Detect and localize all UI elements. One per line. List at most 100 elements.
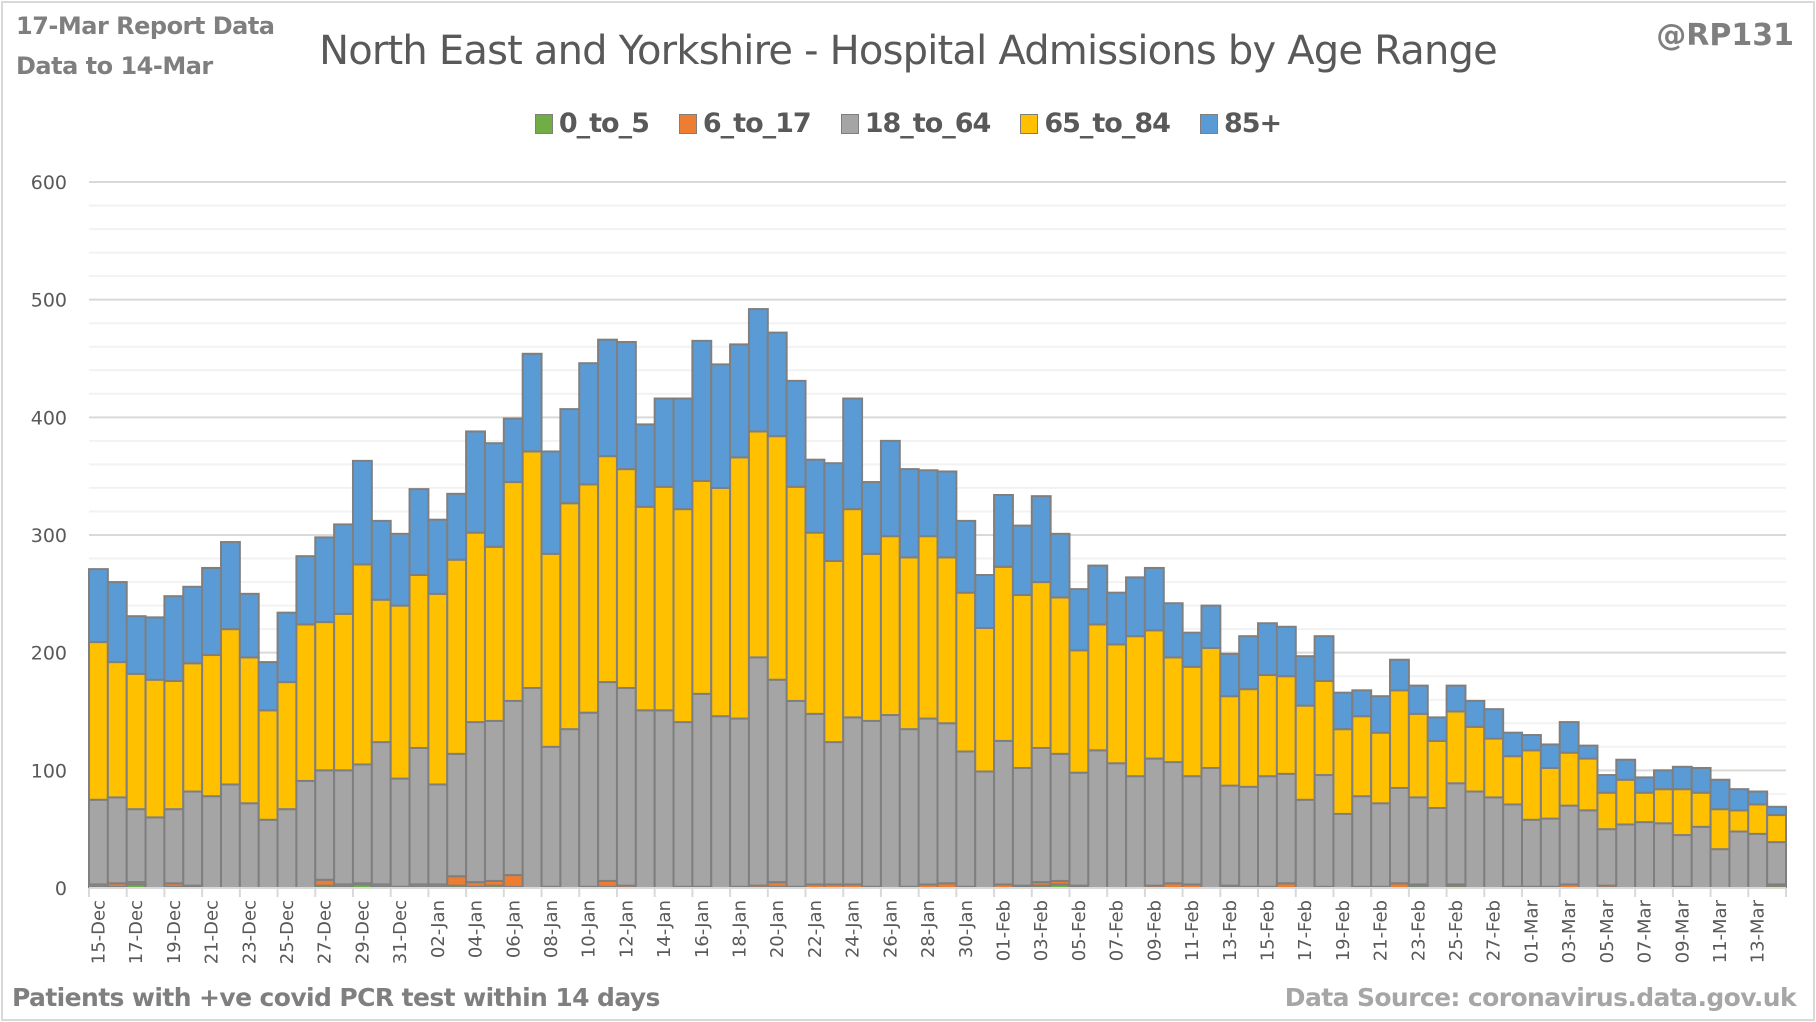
- bar-segment-85-: [446, 492, 468, 561]
- bar-segment-85-: [1483, 708, 1505, 740]
- bar-segment-85-: [1030, 495, 1052, 584]
- bar-segment-65-to-84: [804, 531, 826, 715]
- x-tick-label: 14-Jan: [654, 900, 675, 958]
- y-tick-label: 500: [31, 290, 67, 312]
- bar-segment-18-to-64: [1106, 762, 1128, 890]
- y-tick-label: 200: [31, 643, 67, 665]
- bar-segment-85-: [502, 417, 524, 484]
- bar-segment-18-to-64: [597, 681, 618, 882]
- bar-segment-65-to-84: [408, 574, 430, 749]
- bar-segment-85-: [427, 518, 449, 595]
- bar-segment-65-to-84: [144, 678, 166, 819]
- bar-segment-18-to-64: [1521, 818, 1542, 888]
- bar-segment-18-to-64: [710, 715, 732, 890]
- bar-segment-65-to-84: [1690, 791, 1712, 828]
- x-tick-label: 25-Dec: [277, 900, 298, 964]
- x-tick-label: 17-Feb: [1295, 900, 1316, 961]
- bar-segment-18-to-64: [295, 779, 317, 889]
- y-tick-label: 400: [31, 407, 67, 429]
- bar-segment-18-to-64: [917, 717, 939, 886]
- bar-segment-18-to-64: [879, 714, 901, 890]
- bar-segment-65-to-84: [1030, 581, 1052, 749]
- bar-segment-18-to-64: [1671, 834, 1693, 888]
- bar-segment-6-to-17: [446, 875, 468, 887]
- bar-segment-85-: [1577, 744, 1599, 760]
- bar-segment-65-to-84: [1351, 715, 1373, 798]
- bar-segment-18-to-64: [861, 719, 882, 888]
- bar-segment-65-to-84: [88, 641, 109, 801]
- x-tick-label: 03-Feb: [1031, 900, 1052, 961]
- x-tick-label: 23-Feb: [1408, 900, 1429, 961]
- bar-segment-85-: [1596, 774, 1618, 794]
- x-tick-label: 11-Feb: [1182, 900, 1203, 961]
- bar-segment-18-to-64: [691, 692, 713, 888]
- bar-segment-65-to-84: [1671, 788, 1693, 837]
- report-date-label: 17-Mar Report Data: [16, 12, 275, 40]
- bar-segment-65-to-84: [710, 486, 732, 718]
- data-to-label: Data to 14-Mar: [16, 52, 213, 80]
- bar-segment-65-to-84: [691, 479, 713, 695]
- legend-label: 0_to_5: [558, 108, 650, 139]
- bar-segment-18-to-64: [1709, 848, 1731, 889]
- bar-segment-85-: [917, 469, 939, 538]
- bar-segment-18-to-64: [1257, 775, 1278, 888]
- x-tick-label: 23-Dec: [239, 900, 260, 964]
- bar-segment-18-to-64: [1577, 809, 1599, 890]
- bar-segment-65-to-84: [465, 531, 486, 724]
- bar-segment-65-to-84: [597, 455, 618, 684]
- bar-segment-85-: [578, 362, 600, 486]
- bar-segment-18-to-64: [219, 783, 241, 890]
- bar-segment-18-to-64: [1200, 766, 1222, 889]
- bar-segment-85-: [314, 536, 336, 624]
- bar-segment-85-: [804, 458, 826, 534]
- x-tick-label: 28-Jan: [918, 900, 939, 958]
- bar-segment-65-to-84: [351, 563, 373, 766]
- bar-segment-65-to-84: [1615, 778, 1637, 826]
- bar-segment-85-: [993, 493, 1014, 568]
- bar-segment-18-to-64: [144, 816, 166, 890]
- bar-segment-85-: [1294, 655, 1316, 707]
- bar-segment-85-: [785, 379, 807, 488]
- bar-segment-65-to-84: [201, 654, 222, 798]
- bar-segment-18-to-64: [1407, 796, 1429, 886]
- bar-segment-85-: [465, 430, 486, 534]
- bar-segment-85-: [1162, 602, 1184, 659]
- x-tick-label: 11-Mar: [1710, 899, 1731, 963]
- bar-segment-18-to-64: [163, 808, 185, 885]
- bar-segment-18-to-64: [465, 721, 486, 884]
- bar-segment-85-: [295, 555, 317, 626]
- bar-segment-18-to-64: [540, 745, 562, 888]
- bar-segment-65-to-84: [936, 556, 958, 725]
- bar-segment-65-to-84: [766, 435, 788, 681]
- bar-segment-65-to-84: [1747, 803, 1769, 835]
- bar-segment-65-to-84: [521, 450, 543, 689]
- bar-segment-85-: [861, 481, 882, 555]
- bar-segment-65-to-84: [1464, 725, 1486, 793]
- bar-segment-18-to-64: [955, 750, 977, 888]
- bar-segment-65-to-84: [1257, 674, 1278, 778]
- bar-segment-65-to-84: [1011, 594, 1033, 769]
- legend-swatch: [1199, 113, 1218, 134]
- bar-segment-85-: [1181, 631, 1203, 668]
- bar-segment-65-to-84: [634, 505, 656, 712]
- bar-segment-85-: [106, 581, 128, 664]
- bar-segment-65-to-84: [483, 545, 505, 722]
- bar-segment-65-to-84: [333, 612, 354, 772]
- bar-segment-85-: [1370, 695, 1392, 734]
- bar-segment-65-to-84: [917, 535, 939, 720]
- bar-segment-85-: [879, 439, 901, 538]
- bar-segment-18-to-64: [1747, 832, 1769, 889]
- bar-segment-18-to-64: [1294, 798, 1316, 889]
- legend-item-65-to-84: 65_to_84: [1020, 108, 1171, 139]
- legend-swatch: [1020, 113, 1039, 134]
- bar-segment-85-: [1426, 716, 1448, 742]
- bar-segment-65-to-84: [1219, 695, 1241, 787]
- bar-segment-65-to-84: [1728, 809, 1750, 833]
- y-tick-label: 100: [31, 760, 67, 782]
- bar-segment-18-to-64: [1370, 802, 1392, 888]
- bar-segment-18-to-64: [1068, 771, 1090, 887]
- x-tick-label: 17-Dec: [126, 900, 147, 964]
- bar-segment-18-to-64: [333, 769, 354, 886]
- bar-segment-18-to-64: [257, 818, 279, 889]
- x-tick-label: 09-Mar: [1672, 899, 1693, 963]
